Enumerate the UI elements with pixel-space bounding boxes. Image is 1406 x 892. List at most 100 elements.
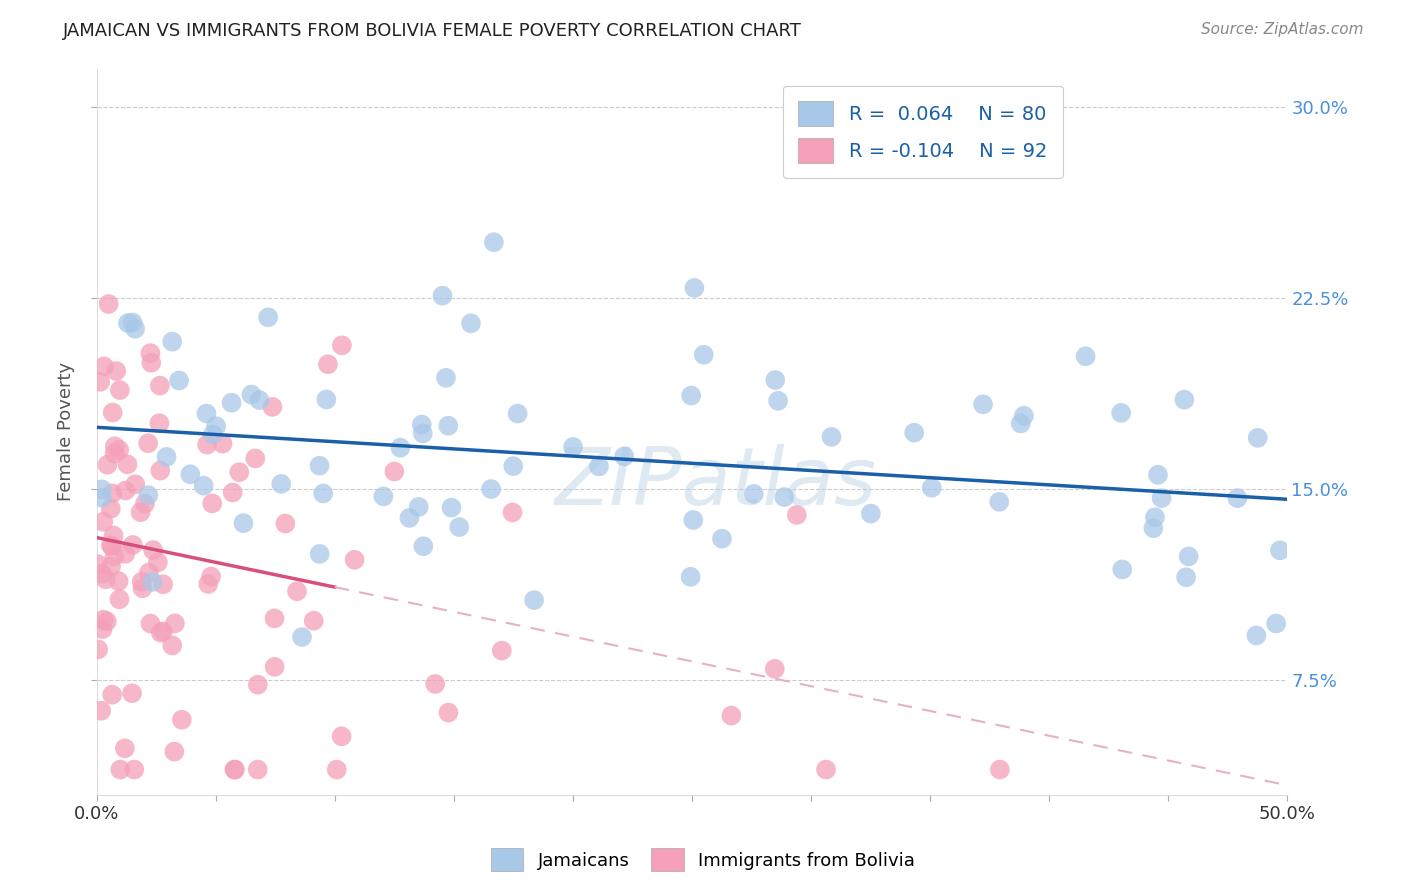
Point bbox=[121, 538, 143, 552]
Point bbox=[1175, 570, 1198, 584]
Point bbox=[91, 515, 114, 529]
Legend: R =  0.064    N = 80, R = -0.104    N = 92: R = 0.064 N = 80, R = -0.104 N = 92 bbox=[783, 86, 1063, 178]
Point bbox=[408, 500, 430, 514]
Point bbox=[720, 708, 742, 723]
Point bbox=[221, 485, 243, 500]
Point bbox=[224, 763, 246, 777]
Point bbox=[1074, 349, 1097, 363]
Point bbox=[101, 406, 124, 420]
Point bbox=[100, 501, 122, 516]
Point bbox=[195, 437, 218, 451]
Point bbox=[103, 528, 125, 542]
Point bbox=[152, 577, 174, 591]
Point bbox=[228, 465, 250, 479]
Point bbox=[988, 763, 1011, 777]
Point bbox=[108, 442, 131, 457]
Point bbox=[972, 397, 994, 411]
Point bbox=[815, 763, 838, 777]
Point bbox=[97, 297, 120, 311]
Point bbox=[742, 487, 765, 501]
Text: Source: ZipAtlas.com: Source: ZipAtlas.com bbox=[1201, 22, 1364, 37]
Point bbox=[316, 357, 339, 371]
Text: ZIPatlas: ZIPatlas bbox=[554, 443, 876, 522]
Point bbox=[389, 441, 412, 455]
Point bbox=[104, 447, 127, 461]
Point bbox=[312, 486, 335, 500]
Point bbox=[105, 364, 128, 378]
Point bbox=[1143, 510, 1166, 524]
Point bbox=[412, 426, 434, 441]
Point bbox=[437, 418, 460, 433]
Point bbox=[257, 310, 280, 325]
Point bbox=[114, 741, 136, 756]
Point bbox=[100, 559, 122, 574]
Point bbox=[681, 388, 703, 402]
Point bbox=[682, 513, 704, 527]
Point bbox=[1147, 467, 1170, 482]
Point bbox=[94, 572, 117, 586]
Point bbox=[91, 491, 114, 505]
Point bbox=[86, 557, 108, 571]
Point bbox=[141, 356, 163, 370]
Point bbox=[121, 315, 143, 329]
Point bbox=[308, 547, 330, 561]
Point bbox=[91, 566, 114, 581]
Point bbox=[240, 387, 263, 401]
Point bbox=[440, 500, 463, 515]
Point bbox=[693, 348, 716, 362]
Point bbox=[211, 436, 233, 450]
Point bbox=[162, 334, 184, 349]
Point bbox=[124, 321, 146, 335]
Point bbox=[491, 643, 513, 657]
Point bbox=[114, 547, 136, 561]
Point bbox=[1142, 521, 1164, 535]
Point bbox=[201, 496, 224, 510]
Point bbox=[859, 507, 882, 521]
Point bbox=[1226, 491, 1249, 506]
Point bbox=[263, 660, 285, 674]
Point bbox=[117, 458, 139, 472]
Point bbox=[263, 611, 285, 625]
Point bbox=[434, 371, 457, 385]
Point bbox=[502, 459, 524, 474]
Point bbox=[149, 378, 172, 392]
Point bbox=[820, 430, 842, 444]
Point bbox=[766, 393, 789, 408]
Point bbox=[205, 419, 228, 434]
Point bbox=[1109, 406, 1132, 420]
Point bbox=[679, 570, 702, 584]
Point bbox=[330, 729, 353, 743]
Point bbox=[110, 763, 132, 777]
Point bbox=[93, 613, 115, 627]
Point bbox=[411, 417, 433, 432]
Point bbox=[302, 614, 325, 628]
Point bbox=[412, 539, 434, 553]
Point bbox=[107, 574, 129, 589]
Legend: Jamaicans, Immigrants from Bolivia: Jamaicans, Immigrants from Bolivia bbox=[484, 841, 922, 879]
Point bbox=[131, 581, 153, 595]
Point bbox=[588, 459, 610, 474]
Point bbox=[200, 569, 222, 583]
Point bbox=[1012, 409, 1035, 423]
Point bbox=[136, 436, 159, 450]
Point bbox=[134, 497, 156, 511]
Point bbox=[104, 439, 127, 453]
Point bbox=[149, 464, 172, 478]
Point bbox=[1265, 616, 1288, 631]
Point bbox=[988, 495, 1011, 509]
Point bbox=[103, 549, 125, 564]
Point bbox=[763, 662, 786, 676]
Point bbox=[179, 467, 201, 482]
Point bbox=[138, 488, 160, 502]
Point bbox=[152, 624, 174, 639]
Point bbox=[482, 235, 505, 249]
Point bbox=[246, 763, 269, 777]
Point bbox=[100, 538, 122, 552]
Point bbox=[139, 616, 162, 631]
Point bbox=[221, 395, 243, 409]
Point bbox=[149, 625, 172, 640]
Point bbox=[96, 615, 118, 629]
Point bbox=[121, 686, 143, 700]
Point bbox=[249, 393, 271, 408]
Point bbox=[195, 407, 218, 421]
